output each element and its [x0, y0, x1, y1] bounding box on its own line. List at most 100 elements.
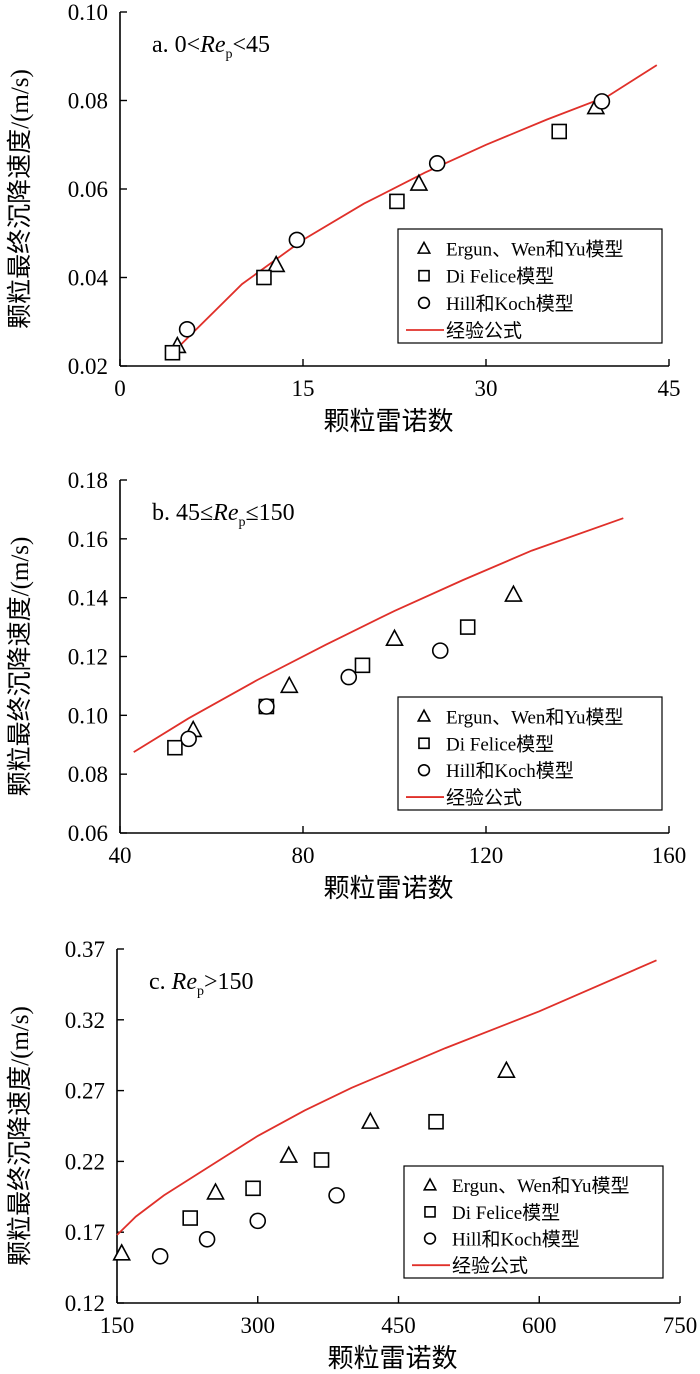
legend-label: 经验公式	[452, 1255, 528, 1277]
y-tick-label: 0.37	[65, 937, 105, 962]
data-point-square	[551, 123, 568, 140]
y-tick-label: 0.12	[65, 1291, 105, 1316]
x-axis-label: 颗粒雷诺数	[323, 407, 453, 436]
y-tick-label: 0.06	[68, 177, 108, 202]
legend-box	[397, 228, 663, 344]
y-tick-label: 0.02	[68, 354, 108, 379]
x-tick-label: 160	[652, 843, 687, 868]
legend-box	[403, 1165, 664, 1279]
data-point-circle	[340, 668, 358, 686]
series-line-empirical	[133, 517, 624, 753]
data-point-circle	[249, 1212, 267, 1230]
x-tick-label: 0	[114, 376, 126, 401]
legend-swatch-triangle	[422, 1177, 438, 1191]
x-tick-label: 40	[109, 843, 132, 868]
legend-label: 经验公式	[446, 320, 522, 342]
data-point-circle	[180, 730, 197, 748]
series-circle-points	[151, 1187, 345, 1265]
y-axis-label: 颗粒最终沉降速度/(m/s)	[6, 69, 34, 329]
panel-label: a. 0<Rep<45	[152, 32, 270, 62]
panel-label: c. Rep>150	[149, 969, 254, 999]
legend-label: Hill和Koch模型	[452, 1229, 580, 1251]
data-point-circle	[288, 231, 306, 249]
y-tick-label: 0.32	[65, 1008, 105, 1033]
x-axis-label: 颗粒雷诺数	[323, 874, 453, 903]
legend-label: 经验公式	[446, 787, 522, 809]
x-tick-label: 80	[292, 843, 315, 868]
legend-swatch-square	[418, 737, 430, 750]
y-tick-label: 0.10	[68, 0, 108, 25]
y-tick-label: 0.17	[65, 1220, 105, 1245]
data-point-circle	[151, 1247, 169, 1265]
panel-label-suffix: >150	[204, 969, 254, 995]
data-point-triangle	[112, 1243, 132, 1261]
panel-label-sub: p	[197, 984, 204, 999]
data-point-triangle	[279, 1145, 299, 1163]
data-point-square	[459, 619, 476, 635]
x-tick-label: 300	[241, 1313, 276, 1338]
x-tick-label: 150	[100, 1313, 135, 1338]
series-circle-points	[180, 642, 449, 748]
legend-swatch-triangle	[416, 240, 432, 254]
x-tick-label: 45	[658, 376, 681, 401]
data-point-square	[245, 1180, 261, 1197]
panel-label-prefix: a. 0<	[152, 32, 200, 58]
y-tick-label: 0.12	[68, 645, 108, 670]
panel-label-sub: p	[226, 47, 233, 62]
legend-label: Ergun、Wen和Yu模型	[446, 706, 624, 728]
data-point-circle	[198, 1230, 216, 1248]
legend-swatch-triangle	[416, 708, 432, 722]
series-triangle-points	[183, 584, 523, 738]
y-tick-label: 0.18	[68, 468, 108, 493]
data-point-triangle	[361, 1111, 380, 1129]
data-point-triangle	[279, 675, 299, 694]
legend-label: Di Felice模型	[446, 733, 554, 755]
x-tick-label: 30	[475, 376, 498, 401]
data-point-circle	[258, 698, 275, 715]
y-tick-label: 0.04	[68, 266, 109, 291]
data-point-circle	[431, 642, 449, 659]
y-tick-label: 0.16	[68, 527, 108, 552]
series-triangle-points	[112, 1060, 516, 1261]
chart-panel-b: 40 80 120 160 0.06 0.08 0.10 0.12 0.14 0.16 0.18 颗粒…	[6, 468, 686, 903]
legend-label: Ergun、Wen和Yu模型	[452, 1175, 630, 1197]
legend-label: Hill和Koch模型	[446, 760, 574, 782]
data-point-triangle	[385, 628, 404, 647]
panel-label-re: Re	[171, 969, 198, 995]
legend-label: Di Felice模型	[446, 266, 554, 288]
data-point-circle	[593, 93, 611, 110]
data-point-circle	[178, 320, 196, 338]
panel-label-sub: p	[238, 515, 245, 530]
x-axis-label: 颗粒雷诺数	[327, 1344, 457, 1373]
x-tick-label: 450	[381, 1313, 416, 1338]
series-line-empirical	[116, 959, 657, 1236]
legend-label: Hill和Koch模型	[446, 293, 574, 315]
data-point-triangle	[504, 584, 523, 602]
data-point-square	[389, 193, 405, 210]
x-tick-label: 750	[663, 1313, 698, 1338]
legend-swatch-circle	[417, 763, 431, 777]
data-point-square	[164, 344, 181, 361]
series-line-empirical	[174, 64, 658, 352]
x-tick-label: 600	[522, 1313, 557, 1338]
y-tick-label: 0.14	[68, 586, 109, 611]
series-square-points	[164, 123, 568, 361]
y-tick-label: 0.08	[68, 89, 108, 114]
panel-label-prefix: b. 45≤	[152, 500, 213, 526]
legend-swatch-circle	[417, 296, 431, 310]
chart-panel-c: 150 300 450 600 750 0.12 0.17 0.22 0.27 0.32 0.37 颗…	[6, 937, 697, 1373]
y-tick-label: 0.22	[65, 1149, 105, 1174]
data-point-circle	[328, 1187, 345, 1204]
data-point-square	[354, 657, 371, 674]
data-point-square	[256, 269, 272, 286]
data-point-square	[167, 739, 183, 756]
panel-label: b. 45≤Rep≤150	[152, 500, 295, 530]
y-tick-label: 0.08	[68, 762, 108, 787]
data-point-triangle	[266, 254, 286, 273]
y-axis-label: 颗粒最终沉降速度/(m/s)	[6, 1006, 34, 1266]
panel-label-re: Re	[212, 500, 239, 526]
